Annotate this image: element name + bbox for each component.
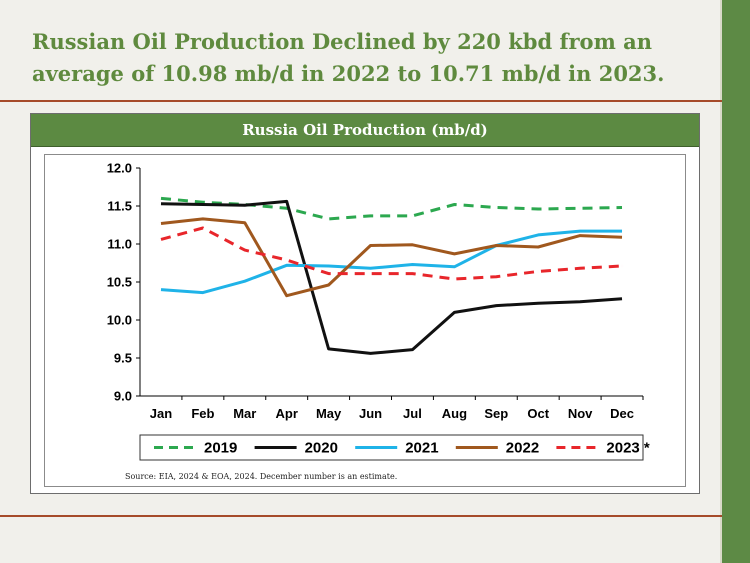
y-tick-label: 10.5 xyxy=(107,275,132,290)
legend-label: 2023 * xyxy=(606,440,650,457)
data-point xyxy=(411,214,414,217)
legend-label: 2020 xyxy=(305,440,338,457)
data-point xyxy=(243,280,246,283)
data-point xyxy=(620,206,623,209)
headline-line-1: Russian Oil Production Declined by 220 k… xyxy=(32,29,652,54)
y-tick-label: 11.5 xyxy=(107,199,132,214)
data-point xyxy=(495,206,498,209)
x-tick-label: Mar xyxy=(233,406,256,421)
y-tick-label: 10.0 xyxy=(107,313,132,328)
right-accent-bar xyxy=(722,0,750,563)
data-point xyxy=(453,203,456,206)
x-tick-label: Jun xyxy=(359,406,382,421)
data-point xyxy=(201,226,204,229)
data-point xyxy=(327,264,330,267)
data-point xyxy=(243,204,246,207)
x-tick-label: Feb xyxy=(191,406,214,421)
data-point xyxy=(620,264,623,267)
x-tick-label: Oct xyxy=(527,406,549,421)
x-tick-label: Apr xyxy=(276,406,298,421)
data-point xyxy=(159,202,162,205)
data-point xyxy=(620,297,623,300)
data-point xyxy=(537,270,540,273)
x-tick-label: Nov xyxy=(568,406,593,421)
data-point xyxy=(327,272,330,275)
y-tick-label: 12.0 xyxy=(107,161,132,176)
series-line-2023 xyxy=(160,226,623,281)
data-point xyxy=(369,244,372,247)
x-tick-label: Jan xyxy=(150,406,172,421)
data-point xyxy=(285,258,288,261)
data-point xyxy=(495,304,498,307)
data-point xyxy=(243,248,246,251)
data-point xyxy=(579,207,582,210)
data-point xyxy=(411,348,414,351)
data-point xyxy=(453,265,456,268)
data-point xyxy=(201,203,204,206)
data-point xyxy=(369,272,372,275)
data-point xyxy=(159,288,162,291)
right-accent-divider xyxy=(720,0,722,563)
data-point xyxy=(201,291,204,294)
chart-panel: Russia Oil Production (mb/d) 12.0 11.5 11.… xyxy=(30,113,700,494)
data-point xyxy=(285,200,288,203)
y-tick-label: 9.0 xyxy=(114,389,132,404)
data-point xyxy=(201,217,204,220)
data-point xyxy=(327,283,330,286)
legend-label: 2022 xyxy=(506,440,539,457)
legend-label: 2021 xyxy=(405,440,438,457)
x-tick-label: Aug xyxy=(442,406,467,421)
slide-headline: Russian Oil Production Declined by 220 k… xyxy=(32,26,692,90)
data-point xyxy=(495,244,498,247)
data-point xyxy=(620,236,623,239)
data-point xyxy=(495,275,498,278)
y-tick-label: 9.5 xyxy=(114,351,132,366)
data-point xyxy=(369,267,372,270)
data-point xyxy=(537,245,540,248)
data-point xyxy=(369,214,372,217)
data-point xyxy=(453,252,456,255)
data-point xyxy=(537,233,540,236)
x-tick-label: Dec xyxy=(610,406,634,421)
data-point xyxy=(369,352,372,355)
data-point xyxy=(411,243,414,246)
data-point xyxy=(411,263,414,266)
x-tick-label: May xyxy=(316,406,342,421)
data-point xyxy=(411,272,414,275)
series-line-2022 xyxy=(160,217,623,298)
data-point xyxy=(537,207,540,210)
series-line-2021 xyxy=(160,229,622,295)
y-tick-label: 11.0 xyxy=(107,237,132,252)
source-note: Source: EIA, 2024 & EOA, 2024. December … xyxy=(125,472,397,481)
series-line-2020 xyxy=(160,199,623,355)
data-point xyxy=(159,222,162,225)
data-point xyxy=(285,294,288,297)
x-tick-label: Jul xyxy=(403,406,422,421)
chart-area: 12.0 11.5 11.0 10.5 10.0 9.5 9.0 Jan Feb Mar Apr Ma… xyxy=(44,154,686,487)
legend-label: 2019 xyxy=(204,440,237,457)
chart-title: Russia Oil Production (mb/d) xyxy=(31,114,699,147)
data-point xyxy=(579,229,582,232)
data-point xyxy=(620,229,623,232)
data-point xyxy=(579,300,582,303)
top-divider xyxy=(0,100,722,102)
data-point xyxy=(453,277,456,280)
headline-line-2: average of 10.98 mb/d in 2022 to 10.71 m… xyxy=(32,61,665,86)
bottom-divider xyxy=(0,515,722,517)
data-point xyxy=(327,347,330,350)
series-line-2019 xyxy=(160,196,623,221)
data-point xyxy=(285,264,288,267)
data-point xyxy=(579,267,582,270)
data-point xyxy=(579,234,582,237)
chart-svg: 12.0 11.5 11.0 10.5 10.0 9.5 9.0 Jan Feb Mar Apr Ma… xyxy=(107,161,650,482)
data-point xyxy=(159,197,162,200)
data-point xyxy=(453,311,456,314)
data-point xyxy=(243,221,246,224)
data-point xyxy=(159,238,162,241)
data-point xyxy=(327,217,330,220)
data-point xyxy=(537,302,540,305)
x-tick-label: Sep xyxy=(484,406,508,421)
